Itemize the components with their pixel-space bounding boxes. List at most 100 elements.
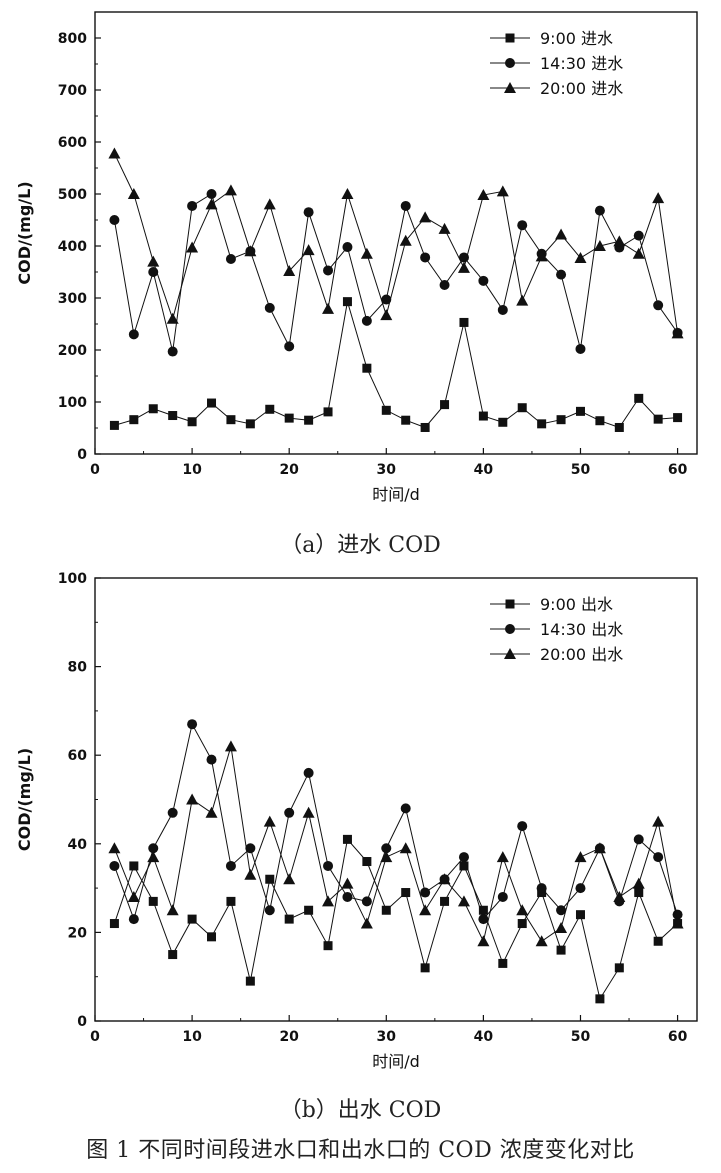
series-3 bbox=[108, 147, 684, 339]
data-point bbox=[226, 415, 236, 425]
y-tick-label: 100 bbox=[58, 395, 87, 411]
data-point bbox=[575, 406, 585, 416]
data-point bbox=[226, 896, 236, 906]
data-point bbox=[575, 910, 585, 920]
legend-marker bbox=[504, 648, 516, 659]
data-point bbox=[168, 950, 178, 960]
series-2 bbox=[109, 719, 683, 925]
data-point bbox=[652, 815, 665, 827]
data-point bbox=[496, 185, 509, 197]
data-point bbox=[283, 873, 296, 885]
legend-label: 14:30 进水 bbox=[540, 54, 623, 73]
data-point bbox=[323, 860, 334, 871]
data-point bbox=[187, 719, 198, 730]
series-line bbox=[113, 153, 679, 334]
legend-label: 20:00 进水 bbox=[540, 79, 623, 98]
legend-marker bbox=[505, 599, 515, 609]
data-point bbox=[498, 958, 508, 968]
data-point bbox=[342, 297, 352, 307]
data-point bbox=[360, 917, 373, 929]
legend: 9:00 进水 14:30 进水 20:00 进水 bbox=[490, 29, 623, 98]
data-point bbox=[537, 419, 547, 429]
data-point bbox=[399, 234, 412, 246]
x-tick-label: 0 bbox=[90, 462, 100, 478]
data-point bbox=[438, 222, 451, 234]
data-point bbox=[556, 269, 567, 280]
data-point bbox=[263, 815, 276, 827]
data-point bbox=[575, 883, 586, 894]
data-point bbox=[322, 302, 335, 314]
data-point bbox=[458, 852, 469, 863]
data-point bbox=[457, 261, 470, 273]
data-point bbox=[496, 851, 509, 863]
data-point bbox=[400, 803, 411, 814]
series-3 bbox=[108, 740, 684, 947]
data-point bbox=[224, 184, 237, 196]
data-point bbox=[323, 265, 334, 276]
data-point bbox=[477, 935, 490, 947]
data-point bbox=[478, 411, 488, 421]
data-point bbox=[166, 904, 179, 916]
legend-marker bbox=[505, 624, 515, 634]
data-point bbox=[420, 963, 430, 973]
y-tick-label: 100 bbox=[58, 571, 87, 587]
data-point bbox=[264, 905, 275, 916]
data-point bbox=[595, 416, 605, 426]
data-point bbox=[341, 877, 354, 889]
data-point bbox=[419, 904, 432, 916]
data-point bbox=[516, 294, 529, 306]
data-point bbox=[245, 419, 255, 429]
y-axis-label: COD/(mg/L) bbox=[15, 181, 34, 284]
y-axis-label: COD/(mg/L) bbox=[15, 748, 34, 851]
y-tick-label: 300 bbox=[58, 291, 87, 307]
legend: 9:00 出水 14:30 出水 20:00 出水 bbox=[490, 595, 623, 664]
plot-frame bbox=[94, 11, 698, 455]
data-point bbox=[633, 834, 644, 845]
x-tick-label: 30 bbox=[377, 1029, 397, 1045]
legend-label: 14:30 出水 bbox=[540, 620, 623, 639]
data-point bbox=[245, 843, 256, 854]
y-tick-label: 500 bbox=[58, 187, 87, 203]
data-point bbox=[362, 363, 372, 373]
data-point bbox=[419, 211, 432, 223]
data-point bbox=[381, 905, 391, 915]
data-point bbox=[556, 945, 566, 955]
data-point bbox=[459, 861, 469, 871]
data-point bbox=[498, 417, 508, 427]
data-point bbox=[206, 189, 217, 199]
data-point bbox=[440, 896, 450, 906]
data-point bbox=[594, 205, 605, 216]
data-point bbox=[653, 936, 663, 946]
subtitle-influent: （a）进水 COD bbox=[280, 533, 441, 558]
data-point bbox=[342, 242, 353, 253]
data-point bbox=[497, 304, 508, 315]
y-tick-label: 600 bbox=[58, 135, 87, 151]
data-point bbox=[128, 914, 139, 925]
data-point bbox=[614, 422, 624, 432]
data-point bbox=[127, 188, 140, 199]
legend-marker bbox=[505, 33, 515, 43]
data-point bbox=[304, 415, 314, 425]
data-point bbox=[302, 244, 315, 256]
data-point bbox=[303, 207, 314, 218]
data-point bbox=[574, 251, 587, 263]
data-point bbox=[517, 821, 528, 832]
data-point bbox=[127, 890, 140, 902]
data-point bbox=[595, 994, 605, 1004]
y-tick-label: 40 bbox=[68, 837, 88, 853]
data-point bbox=[574, 851, 587, 863]
y-tick-label: 200 bbox=[58, 343, 87, 359]
data-point bbox=[342, 891, 353, 902]
data-point bbox=[263, 198, 276, 210]
x-tick-label: 30 bbox=[377, 462, 397, 478]
data-point bbox=[244, 245, 257, 257]
data-point bbox=[362, 857, 372, 867]
data-point bbox=[438, 873, 451, 885]
data-point bbox=[166, 312, 179, 324]
legend-marker bbox=[505, 58, 515, 68]
data-point bbox=[129, 861, 139, 871]
y-tick-label: 20 bbox=[68, 925, 88, 941]
data-point bbox=[284, 341, 295, 352]
data-point bbox=[653, 300, 664, 311]
data-point bbox=[593, 842, 606, 854]
